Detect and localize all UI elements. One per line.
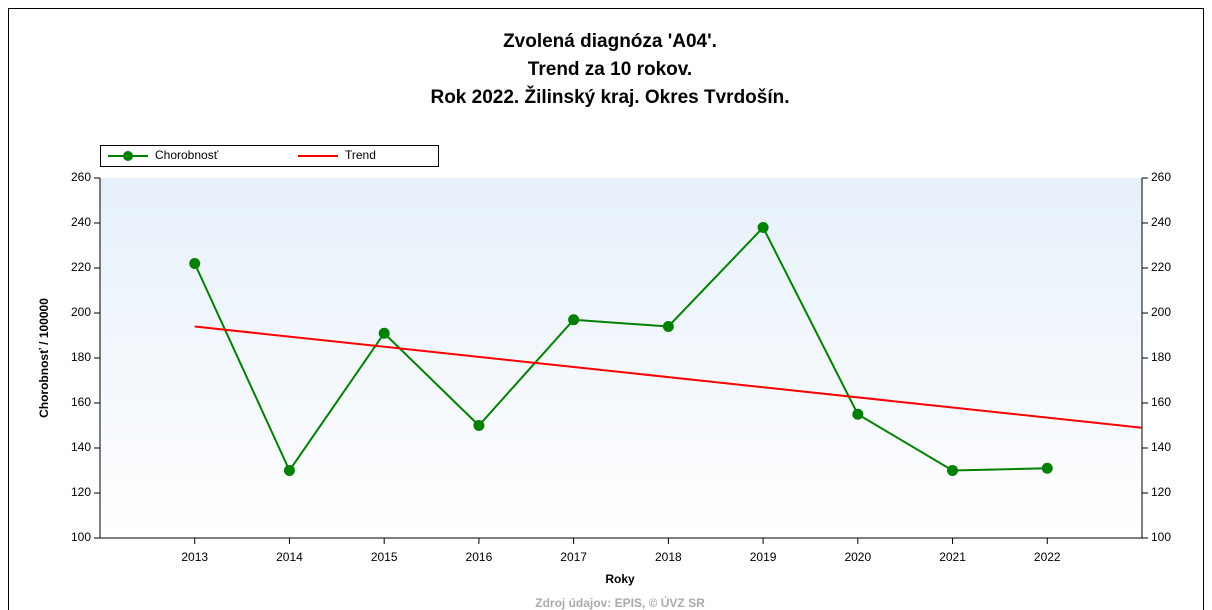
x-tick-label: 2013 [181,550,208,564]
x-tick-label: 2022 [1034,550,1061,564]
source: Zdroj údajov: EPIS, © ÚVZ SR [535,595,705,610]
chart-title: Trend za 10 rokov. [528,59,692,80]
x-tick-label: 2016 [466,550,493,564]
x-tick-label: 2015 [371,550,398,564]
y-tick-label: 140 [71,440,91,454]
x-tick-label: 2021 [939,550,966,564]
x-tick-label: 2019 [750,550,777,564]
y2-tick-label: 140 [1151,440,1171,454]
x-axis-label: Roky [605,572,635,586]
y-tick-label: 100 [71,530,91,544]
x-tick-label: 2017 [560,550,587,564]
y-tick-label: 240 [71,215,91,229]
series-line [194,325,1143,429]
y2-tick-label: 120 [1151,485,1171,499]
y2-tick-label: 100 [1151,530,1171,544]
legend-label: Chorobnosť [155,148,219,162]
y2-tick-label: 180 [1151,350,1171,364]
point [568,314,580,326]
y2-tick-label: 220 [1151,260,1171,274]
y-tick-label: 200 [71,305,91,319]
y-tick-label: 120 [71,485,91,499]
x-tick-label: 2018 [655,550,682,564]
point [1041,462,1053,474]
point [378,327,390,339]
y-tick-label: 220 [71,260,91,274]
y-tick-label: 260 [71,170,91,184]
series-line [193,225,1048,473]
legend-box [100,145,439,167]
x-tick-label: 2020 [844,550,871,564]
point [947,465,959,476]
plot-area [100,178,1142,538]
point [283,465,295,476]
point [757,222,769,233]
point [473,420,485,431]
y2-tick-label: 160 [1151,395,1171,409]
point [189,258,201,269]
chart-title: Rok 2022. Žilinský kraj. Okres Tvrdošín. [430,86,789,108]
x-tick-label: 2014 [276,550,303,564]
y-tick-label: 160 [71,395,91,409]
point [852,408,864,420]
y2-tick-label: 240 [1151,215,1171,229]
legend-marker [123,151,133,161]
chart-title: Zvolená diagnóza 'A04'. [503,31,717,52]
y2-tick-label: 260 [1151,170,1171,184]
point [662,321,674,332]
legend-label: Trend [345,148,376,162]
y-axis-label: Chorobnosť / 100000 [37,298,51,418]
y2-tick-label: 200 [1151,305,1171,319]
y-tick-label: 180 [71,350,91,364]
